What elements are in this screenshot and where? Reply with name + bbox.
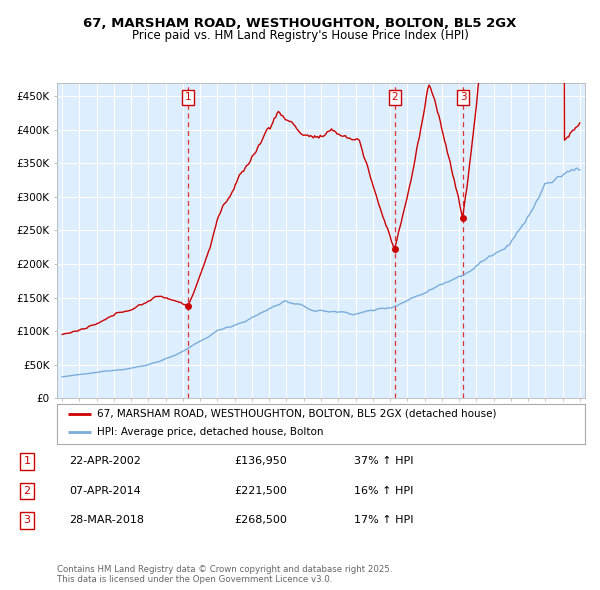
Text: 67, MARSHAM ROAD, WESTHOUGHTON, BOLTON, BL5 2GX (detached house): 67, MARSHAM ROAD, WESTHOUGHTON, BOLTON, … — [97, 409, 496, 418]
Text: 3: 3 — [23, 516, 31, 525]
Text: 28-MAR-2018: 28-MAR-2018 — [69, 516, 144, 525]
Text: 16% ↑ HPI: 16% ↑ HPI — [354, 486, 413, 496]
Text: 2: 2 — [23, 486, 31, 496]
Text: 07-APR-2014: 07-APR-2014 — [69, 486, 141, 496]
Text: HPI: Average price, detached house, Bolton: HPI: Average price, detached house, Bolt… — [97, 427, 323, 437]
Text: 1: 1 — [185, 93, 191, 103]
Text: £268,500: £268,500 — [234, 516, 287, 525]
Text: 22-APR-2002: 22-APR-2002 — [69, 457, 141, 466]
Text: 1: 1 — [23, 457, 31, 466]
Text: Contains HM Land Registry data © Crown copyright and database right 2025.
This d: Contains HM Land Registry data © Crown c… — [57, 565, 392, 584]
Text: £136,950: £136,950 — [234, 457, 287, 466]
Text: 37% ↑ HPI: 37% ↑ HPI — [354, 457, 413, 466]
Text: 67, MARSHAM ROAD, WESTHOUGHTON, BOLTON, BL5 2GX: 67, MARSHAM ROAD, WESTHOUGHTON, BOLTON, … — [83, 17, 517, 30]
Text: 17% ↑ HPI: 17% ↑ HPI — [354, 516, 413, 525]
Text: 3: 3 — [460, 93, 466, 103]
Text: 2: 2 — [391, 93, 398, 103]
Text: Price paid vs. HM Land Registry's House Price Index (HPI): Price paid vs. HM Land Registry's House … — [131, 29, 469, 42]
Text: £221,500: £221,500 — [234, 486, 287, 496]
